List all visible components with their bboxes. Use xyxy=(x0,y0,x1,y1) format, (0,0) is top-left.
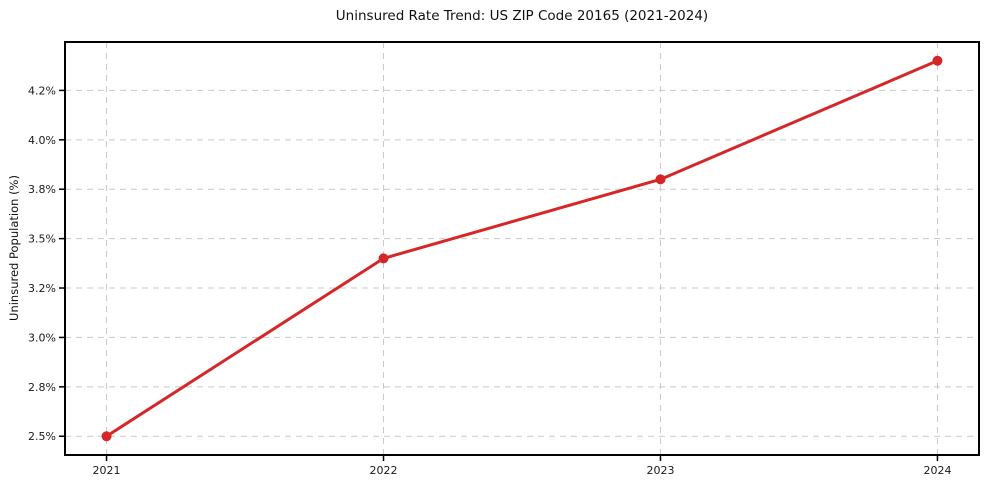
data-point-marker xyxy=(378,253,389,264)
trend-line xyxy=(105,59,939,438)
y-tick-label: 4.0% xyxy=(28,134,56,147)
data-point-marker xyxy=(101,431,112,442)
data-point-marker xyxy=(932,55,943,66)
data-point-marker xyxy=(655,174,666,185)
y-tick-label: 2.8% xyxy=(28,381,56,394)
y-tick-label: 3.8% xyxy=(28,183,56,196)
x-tick-label: 2024 xyxy=(923,464,951,477)
y-tick-label: 3.5% xyxy=(28,233,56,246)
y-tick-label: 3.2% xyxy=(28,282,56,295)
x-tick-label: 2021 xyxy=(93,464,121,477)
x-tick-label: 2023 xyxy=(646,464,674,477)
y-tick-label: 2.5% xyxy=(28,430,56,443)
axes-border xyxy=(64,41,980,456)
chart-title: Uninsured Rate Trend: US ZIP Code 20165 … xyxy=(335,8,709,24)
y-tick-label: 4.2% xyxy=(28,84,56,97)
y-tick-label: 3.0% xyxy=(28,331,56,344)
x-tick-label: 2022 xyxy=(370,464,398,477)
